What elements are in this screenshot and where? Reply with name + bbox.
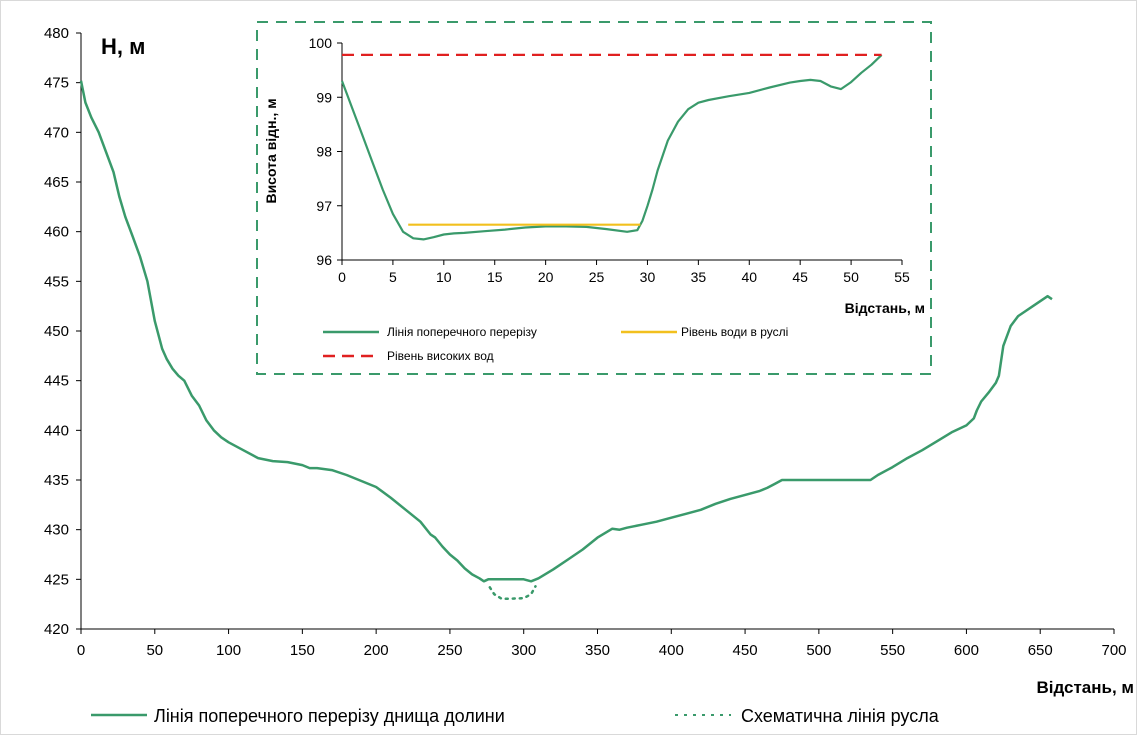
main-x-tick-label: 100: [216, 642, 241, 659]
main-x-tick-label: 300: [511, 642, 536, 659]
inset-x-tick-label: 20: [538, 269, 554, 285]
main-y-tick-label: 450: [44, 323, 69, 340]
main-y-tick-label: 420: [44, 621, 69, 638]
main-x-tick-label: 250: [437, 642, 462, 659]
main-x-tick-label: 50: [146, 642, 163, 659]
inset-chart: 0 5 10 15 20 25 30 35 40 45 50 55 96 97 98 99 100 Висот…: [256, 21, 932, 375]
inset-x-ticks: 0 5 10 15 20 25 30 35 40 45 50 55: [338, 260, 910, 285]
inset-y-tick-label: 96: [316, 252, 332, 268]
main-x-tick-label: 700: [1101, 642, 1126, 659]
inset-y-axis-title: Висота відн., м: [263, 98, 279, 203]
main-x-axis-title: Відстань, м: [1036, 678, 1134, 697]
main-y-tick-label: 455: [44, 273, 69, 290]
inset-series-group: [340, 53, 883, 241]
inset-y-tick-label: 99: [316, 89, 332, 105]
main-y-tick-label: 445: [44, 373, 69, 390]
inset-frame: [256, 21, 932, 375]
inset-x-tick-label: 5: [389, 269, 397, 285]
main-x-tick-label: 600: [954, 642, 979, 659]
main-series-line-1: [79, 80, 1053, 583]
inset-x-tick-label: 0: [338, 269, 346, 285]
main-x-tick-label: 350: [585, 642, 610, 659]
main-y-tick-label: 465: [44, 174, 69, 191]
main-y-tick-label: 435: [44, 472, 69, 489]
inset-x-tick-label: 15: [487, 269, 503, 285]
main-legend: Лінія поперечного перерізу днища долини …: [91, 706, 940, 726]
main-y-tick-label: 430: [44, 522, 69, 539]
main-y-tick-label: 425: [44, 571, 69, 588]
main-x-tick-label: 0: [77, 642, 85, 659]
main-x-tick-label: 450: [733, 642, 758, 659]
legend-label-valley-profile: Лінія поперечного перерізу днища долини: [154, 706, 505, 726]
inset-legend-label-profile: Лінія поперечного перерізу: [387, 325, 537, 339]
main-y-axis-title: H, м: [101, 34, 145, 59]
inset-x-tick-label: 10: [436, 269, 452, 285]
inset-y-tick-label: 98: [316, 144, 332, 160]
main-chart: 0 50 100 150 200 250 300 350 400 450 500 550 600 650 7…: [44, 25, 1134, 697]
inset-y-tick-label: 97: [316, 198, 332, 214]
legend-label-channel-schematic: Схематична лінія русла: [741, 706, 940, 726]
main-y-tick-label: 460: [44, 224, 69, 241]
inset-x-tick-label: 40: [741, 269, 757, 285]
main-x-tick-label: 550: [880, 642, 905, 659]
main-x-tick-label: 150: [290, 642, 315, 659]
main-series-line-2: [488, 585, 537, 600]
inset-legend-label-water: Рівень води в руслі: [681, 325, 788, 339]
main-x-tick-label: 500: [806, 642, 831, 659]
main-y-tick-label: 475: [44, 75, 69, 92]
main-x-tick-label: 200: [364, 642, 389, 659]
inset-y-ticks: 96 97 98 99 100: [309, 35, 342, 268]
inset-legend-label-highwater: Рівень високих вод: [387, 349, 494, 363]
inset-x-tick-label: 50: [843, 269, 859, 285]
inset-x-tick-label: 35: [691, 269, 707, 285]
main-x-tick-label: 400: [659, 642, 684, 659]
inset-y-tick-label: 100: [309, 35, 333, 51]
main-y-ticks: 420 425 430 435 440 445 450 455 460 465 470 475 480: [44, 25, 81, 638]
inset-x-tick-label: 30: [640, 269, 656, 285]
inset-x-tick-label: 55: [894, 269, 910, 285]
inset-x-tick-label: 25: [589, 269, 605, 285]
inset-x-axis-title: Відстань, м: [845, 300, 925, 316]
main-y-tick-label: 480: [44, 25, 69, 42]
main-x-tick-label: 650: [1028, 642, 1053, 659]
main-series-group: [79, 80, 1053, 600]
main-y-tick-label: 470: [44, 124, 69, 141]
main-x-ticks: 0 50 100 150 200 250 300 350 400 450 500 550 600 650 7…: [77, 629, 1127, 659]
inset-series-line-1: [340, 54, 883, 241]
main-y-tick-label: 440: [44, 422, 69, 439]
inset-x-tick-label: 45: [792, 269, 808, 285]
